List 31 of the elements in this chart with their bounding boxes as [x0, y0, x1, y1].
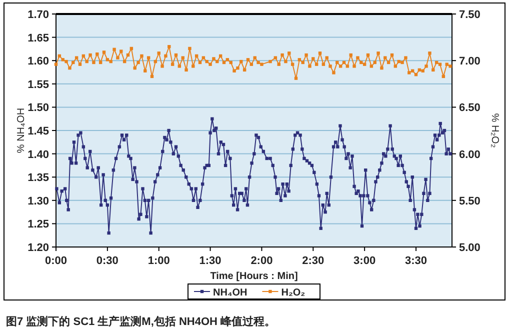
y-tick-label: 1.65 — [28, 32, 49, 44]
y-tick-label: 1.30 — [28, 195, 49, 208]
x-tick-label: 1:30 — [199, 255, 222, 267]
y2-tick-label: 7.50 — [459, 9, 480, 21]
y-tick-label: 1.55 — [28, 78, 49, 91]
y-tick-label: 1.45 — [28, 126, 49, 138]
y-tick-label: 1.50 — [28, 102, 49, 114]
y-axis-title: % NH₄OH — [16, 108, 27, 154]
y2-tick-label: 5.50 — [459, 195, 480, 208]
x-tick-label: 2:30 — [302, 255, 324, 267]
y2-tick-label: 6.00 — [459, 148, 480, 161]
y-tick-label: 1.25 — [28, 218, 49, 231]
x-tick-label: 3:30 — [404, 255, 428, 267]
y2-tick-label: 6.50 — [459, 102, 480, 114]
x-tick-label: 2:00 — [250, 255, 273, 267]
x-tick-label: 1:00 — [148, 255, 170, 267]
y-tick-label: 1.20 — [28, 242, 49, 254]
y-tick-label: 1.40 — [28, 148, 49, 161]
legend-label: H₂O₂ — [281, 288, 306, 298]
y-tick-label: 1.35 — [28, 172, 49, 184]
x-tick-label: 3:00 — [354, 255, 376, 267]
y2-axis-title: % H₂O₂ — [489, 113, 500, 148]
x-tick-label: 0:00 — [44, 255, 68, 267]
y-tick-label: 1.70 — [28, 9, 49, 21]
y2-tick-label: 5.00 — [459, 242, 480, 254]
x-tick-label: 0:30 — [96, 255, 118, 267]
caption: 图7 监测下的 SC1 生产监测M,包括 NH4OH 峰值过程。 — [6, 315, 276, 328]
y2-tick-label: 7.00 — [459, 56, 480, 68]
legend-label: NH₄OH — [213, 288, 248, 298]
x-axis-title: Time [Hours : Min] — [210, 271, 298, 282]
y-tick-label: 1.60 — [28, 56, 49, 68]
